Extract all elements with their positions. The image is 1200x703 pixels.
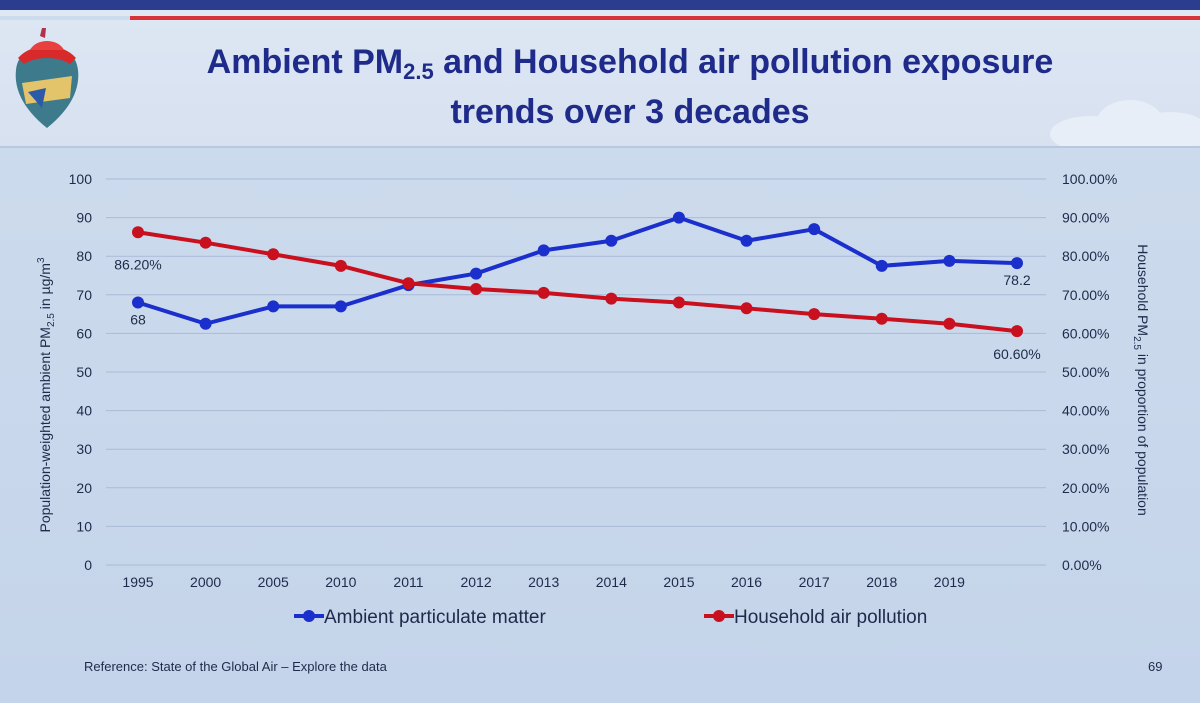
- data-point: [808, 308, 821, 321]
- top-strip: [0, 0, 1200, 10]
- legend-household-marker: [713, 610, 725, 622]
- data-point: [740, 302, 753, 315]
- right-tick-label: 50.00%: [1062, 364, 1109, 380]
- data-point: [672, 211, 685, 224]
- household-first-label: 86.20%: [114, 256, 161, 272]
- slide-header: [0, 20, 1200, 148]
- top-strip-light: [0, 10, 1200, 16]
- right-tick-label: 0.00%: [1062, 557, 1102, 573]
- data-point: [470, 267, 483, 280]
- data-point: [808, 223, 821, 236]
- data-point: [132, 226, 144, 239]
- data-point: [470, 283, 483, 296]
- data-point: [1011, 257, 1023, 270]
- ambient-last-label: 78.2: [1003, 272, 1030, 288]
- left-tick-label: 30: [76, 441, 92, 457]
- data-point: [334, 300, 347, 313]
- header-red-line: [130, 16, 1200, 20]
- series-line-ambient: [137, 215, 1018, 326]
- data-point: [605, 292, 618, 305]
- x-tick-label: 2019: [934, 574, 965, 590]
- cloud-decoration-icon: [1050, 100, 1200, 146]
- data-point: [605, 234, 618, 247]
- x-tick-label: 2000: [190, 574, 221, 590]
- data-point: [334, 259, 347, 272]
- left-tick-label: 60: [76, 325, 92, 341]
- heart-logo-icon: [15, 28, 79, 128]
- right-axis-label: Household PM2.5 in proportion of populat…: [1131, 244, 1151, 516]
- data-point: [943, 317, 956, 330]
- x-tick-label: 2014: [596, 574, 627, 590]
- x-tick-label: 2013: [528, 574, 559, 590]
- data-point: [199, 236, 212, 249]
- x-tick-label: 2017: [799, 574, 830, 590]
- x-tick-label: 2010: [325, 574, 356, 590]
- right-tick-label: 100.00%: [1062, 171, 1117, 187]
- left-tick-label: 100: [69, 171, 93, 187]
- left-axis-ticks: 0 10 20 30 40 50 60 70 80 90 100: [69, 171, 93, 573]
- legend-ambient-marker: [303, 610, 315, 622]
- right-tick-label: 10.00%: [1062, 518, 1109, 534]
- data-labels: 68 78.2 86.20% 60.60%: [114, 256, 1040, 362]
- ambient-first-label: 68: [130, 312, 146, 328]
- right-axis-ticks: 0.00% 10.00% 20.00% 30.00% 40.00% 50.00% 60.00…: [1062, 171, 1117, 573]
- data-point: [1011, 325, 1023, 338]
- left-tick-label: 80: [76, 248, 92, 264]
- title-text-a: Ambient PM: [206, 43, 404, 81]
- data-point: [132, 296, 144, 309]
- page-number: 69: [1148, 659, 1163, 674]
- left-tick-label: 70: [76, 287, 92, 303]
- data-point: [402, 277, 415, 290]
- right-tick-label: 70.00%: [1062, 287, 1109, 303]
- left-axis-label: Population-weighted ambient PM2.5 in µg/…: [36, 257, 57, 532]
- series-group: [132, 211, 1023, 338]
- reference-note: Reference: State of the Global Air – Exp…: [84, 659, 387, 674]
- right-tick-label: 30.00%: [1062, 441, 1109, 457]
- legend: Ambient particulate matter Household air …: [294, 607, 927, 628]
- slide-title: Ambient PM2.5 and Household air pollutio…: [110, 42, 1150, 132]
- x-tick-label: 2016: [731, 574, 762, 590]
- x-tick-label: 2012: [460, 574, 491, 590]
- series-line-household: [137, 230, 1018, 334]
- right-tick-label: 20.00%: [1062, 480, 1109, 496]
- title-line-2: trends over 3 decades: [450, 93, 810, 131]
- legend-ambient-label: Ambient particulate matter: [324, 607, 546, 628]
- left-tick-label: 40: [76, 403, 92, 419]
- x-tick-label: 2018: [866, 574, 897, 590]
- x-tick-label: 2015: [663, 574, 694, 590]
- data-point: [875, 259, 888, 272]
- data-point: [740, 234, 753, 247]
- data-point: [267, 300, 280, 313]
- x-tick-label: 1995: [122, 574, 153, 590]
- data-point: [267, 248, 280, 261]
- right-tick-label: 90.00%: [1062, 210, 1109, 226]
- right-tick-label: 40.00%: [1062, 403, 1109, 419]
- data-point: [199, 317, 212, 330]
- right-tick-label: 80.00%: [1062, 248, 1109, 264]
- data-point: [943, 254, 956, 267]
- left-tick-label: 50: [76, 364, 92, 380]
- x-axis-ticks: 1995 2000 2005 2010 2011 2012 2013 2014 2015 2016…: [122, 574, 965, 590]
- x-tick-label: 2011: [393, 574, 423, 590]
- left-tick-label: 20: [76, 480, 92, 496]
- left-tick-label: 0: [84, 557, 92, 573]
- data-point: [875, 312, 888, 325]
- title-text-b: and Household air pollution exposure: [433, 43, 1054, 81]
- data-point: [537, 244, 550, 257]
- line-chart: 0 10 20 30 40 50 60 70 80 90 100 0.00% 10.00% 20.00%…: [36, 171, 1151, 628]
- household-last-label: 60.60%: [993, 346, 1040, 362]
- legend-household-label: Household air pollution: [734, 607, 927, 628]
- x-tick-label: 2005: [258, 574, 289, 590]
- right-tick-label: 60.00%: [1062, 325, 1109, 341]
- left-tick-label: 10: [76, 518, 92, 534]
- grid-lines: [106, 178, 1046, 566]
- left-tick-label: 90: [76, 210, 92, 226]
- data-point: [672, 296, 685, 309]
- data-point: [537, 286, 550, 299]
- title-subscript: 2.5: [403, 59, 434, 84]
